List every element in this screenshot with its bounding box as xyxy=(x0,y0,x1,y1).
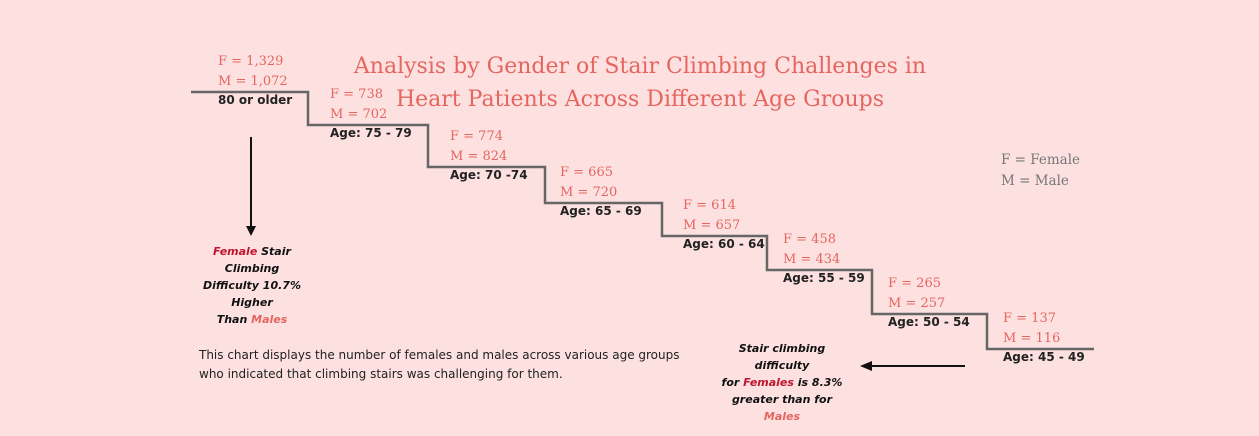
age-group-label: Age: 65 - 69 xyxy=(560,204,642,218)
female-value-label: F = 265 xyxy=(888,276,941,291)
female-difference-note: Female Stair Climbing Difficulty 10.7% H… xyxy=(187,243,317,328)
male-value-label: M = 434 xyxy=(783,252,841,267)
male-value-label: M = 657 xyxy=(683,218,741,233)
description-line: who indicated that climbing stairs was c… xyxy=(199,367,563,381)
note-female-word: Females xyxy=(743,376,794,389)
female-value-label: F = 738 xyxy=(330,87,383,102)
note-text: Stair climbing difficulty xyxy=(738,342,826,372)
age-group-label: Age: 45 - 49 xyxy=(1003,350,1085,364)
note-text: is 8.3% xyxy=(793,376,843,389)
age-group-label: Age: 75 - 79 xyxy=(330,126,412,140)
female-value-label: F = 458 xyxy=(783,232,836,247)
male-value-label: M = 702 xyxy=(330,107,388,122)
legend: F = Female M = Male xyxy=(1001,150,1080,192)
age-group-label: Age: 60 - 64 xyxy=(683,237,765,251)
male-value-label: M = 1,072 xyxy=(218,74,288,89)
note-male-word: Males xyxy=(763,410,801,423)
legend-female: F = Female xyxy=(1001,152,1081,168)
male-value-label: M = 720 xyxy=(560,185,618,200)
description-line: This chart displays the number of female… xyxy=(199,348,680,362)
note-text: Than xyxy=(216,313,252,326)
male-value-label: M = 824 xyxy=(450,149,508,164)
younger-difference-note: Stair climbing difficulty for Females is… xyxy=(712,340,852,425)
female-value-label: F = 665 xyxy=(560,165,613,180)
age-group-label: Age: 55 - 59 xyxy=(783,271,865,285)
step-80-plus: F = 1,329 M = 1,072 80 or older xyxy=(218,52,292,108)
note-male-word: Males xyxy=(251,313,288,326)
note-text: for xyxy=(721,376,744,389)
step-55-59: F = 458 M = 434 Age: 55 - 59 xyxy=(783,230,865,286)
note-text: Difficulty 10.7% Higher xyxy=(203,279,301,309)
left-arrow-head xyxy=(860,361,872,371)
step-70-74: F = 774 M = 824 Age: 70 -74 xyxy=(450,127,528,183)
female-value-label: F = 1,329 xyxy=(218,54,284,69)
male-value-label: M = 257 xyxy=(888,296,946,311)
step-65-69: F = 665 M = 720 Age: 65 - 69 xyxy=(560,163,642,219)
age-group-label: 80 or older xyxy=(218,93,293,107)
chart-title: Analysis by Gender of Stair Climbing Cha… xyxy=(353,54,927,112)
note-text: greater than for xyxy=(731,393,833,406)
female-value-label: F = 774 xyxy=(450,129,503,144)
step-60-64: F = 614 M = 657 Age: 60 - 64 xyxy=(683,196,765,252)
male-value-label: M = 116 xyxy=(1003,331,1061,346)
step-75-79: F = 738 M = 702 Age: 75 - 79 xyxy=(330,85,412,141)
step-45-49: F = 137 M = 116 Age: 45 - 49 xyxy=(1003,309,1085,365)
down-arrow-head xyxy=(246,226,256,236)
legend-male: M = Male xyxy=(1001,173,1069,189)
chart-description: This chart displays the number of female… xyxy=(199,346,680,384)
female-value-label: F = 614 xyxy=(683,198,736,213)
age-group-label: Age: 50 - 54 xyxy=(888,315,970,329)
age-group-label: Age: 70 -74 xyxy=(450,168,528,182)
note-female-word: Female xyxy=(213,245,258,258)
stair-step-line xyxy=(191,90,1094,351)
step-50-54: F = 265 M = 257 Age: 50 - 54 xyxy=(888,274,970,330)
note-text: Stair Climbing xyxy=(224,245,291,275)
female-value-label: F = 137 xyxy=(1003,311,1056,326)
